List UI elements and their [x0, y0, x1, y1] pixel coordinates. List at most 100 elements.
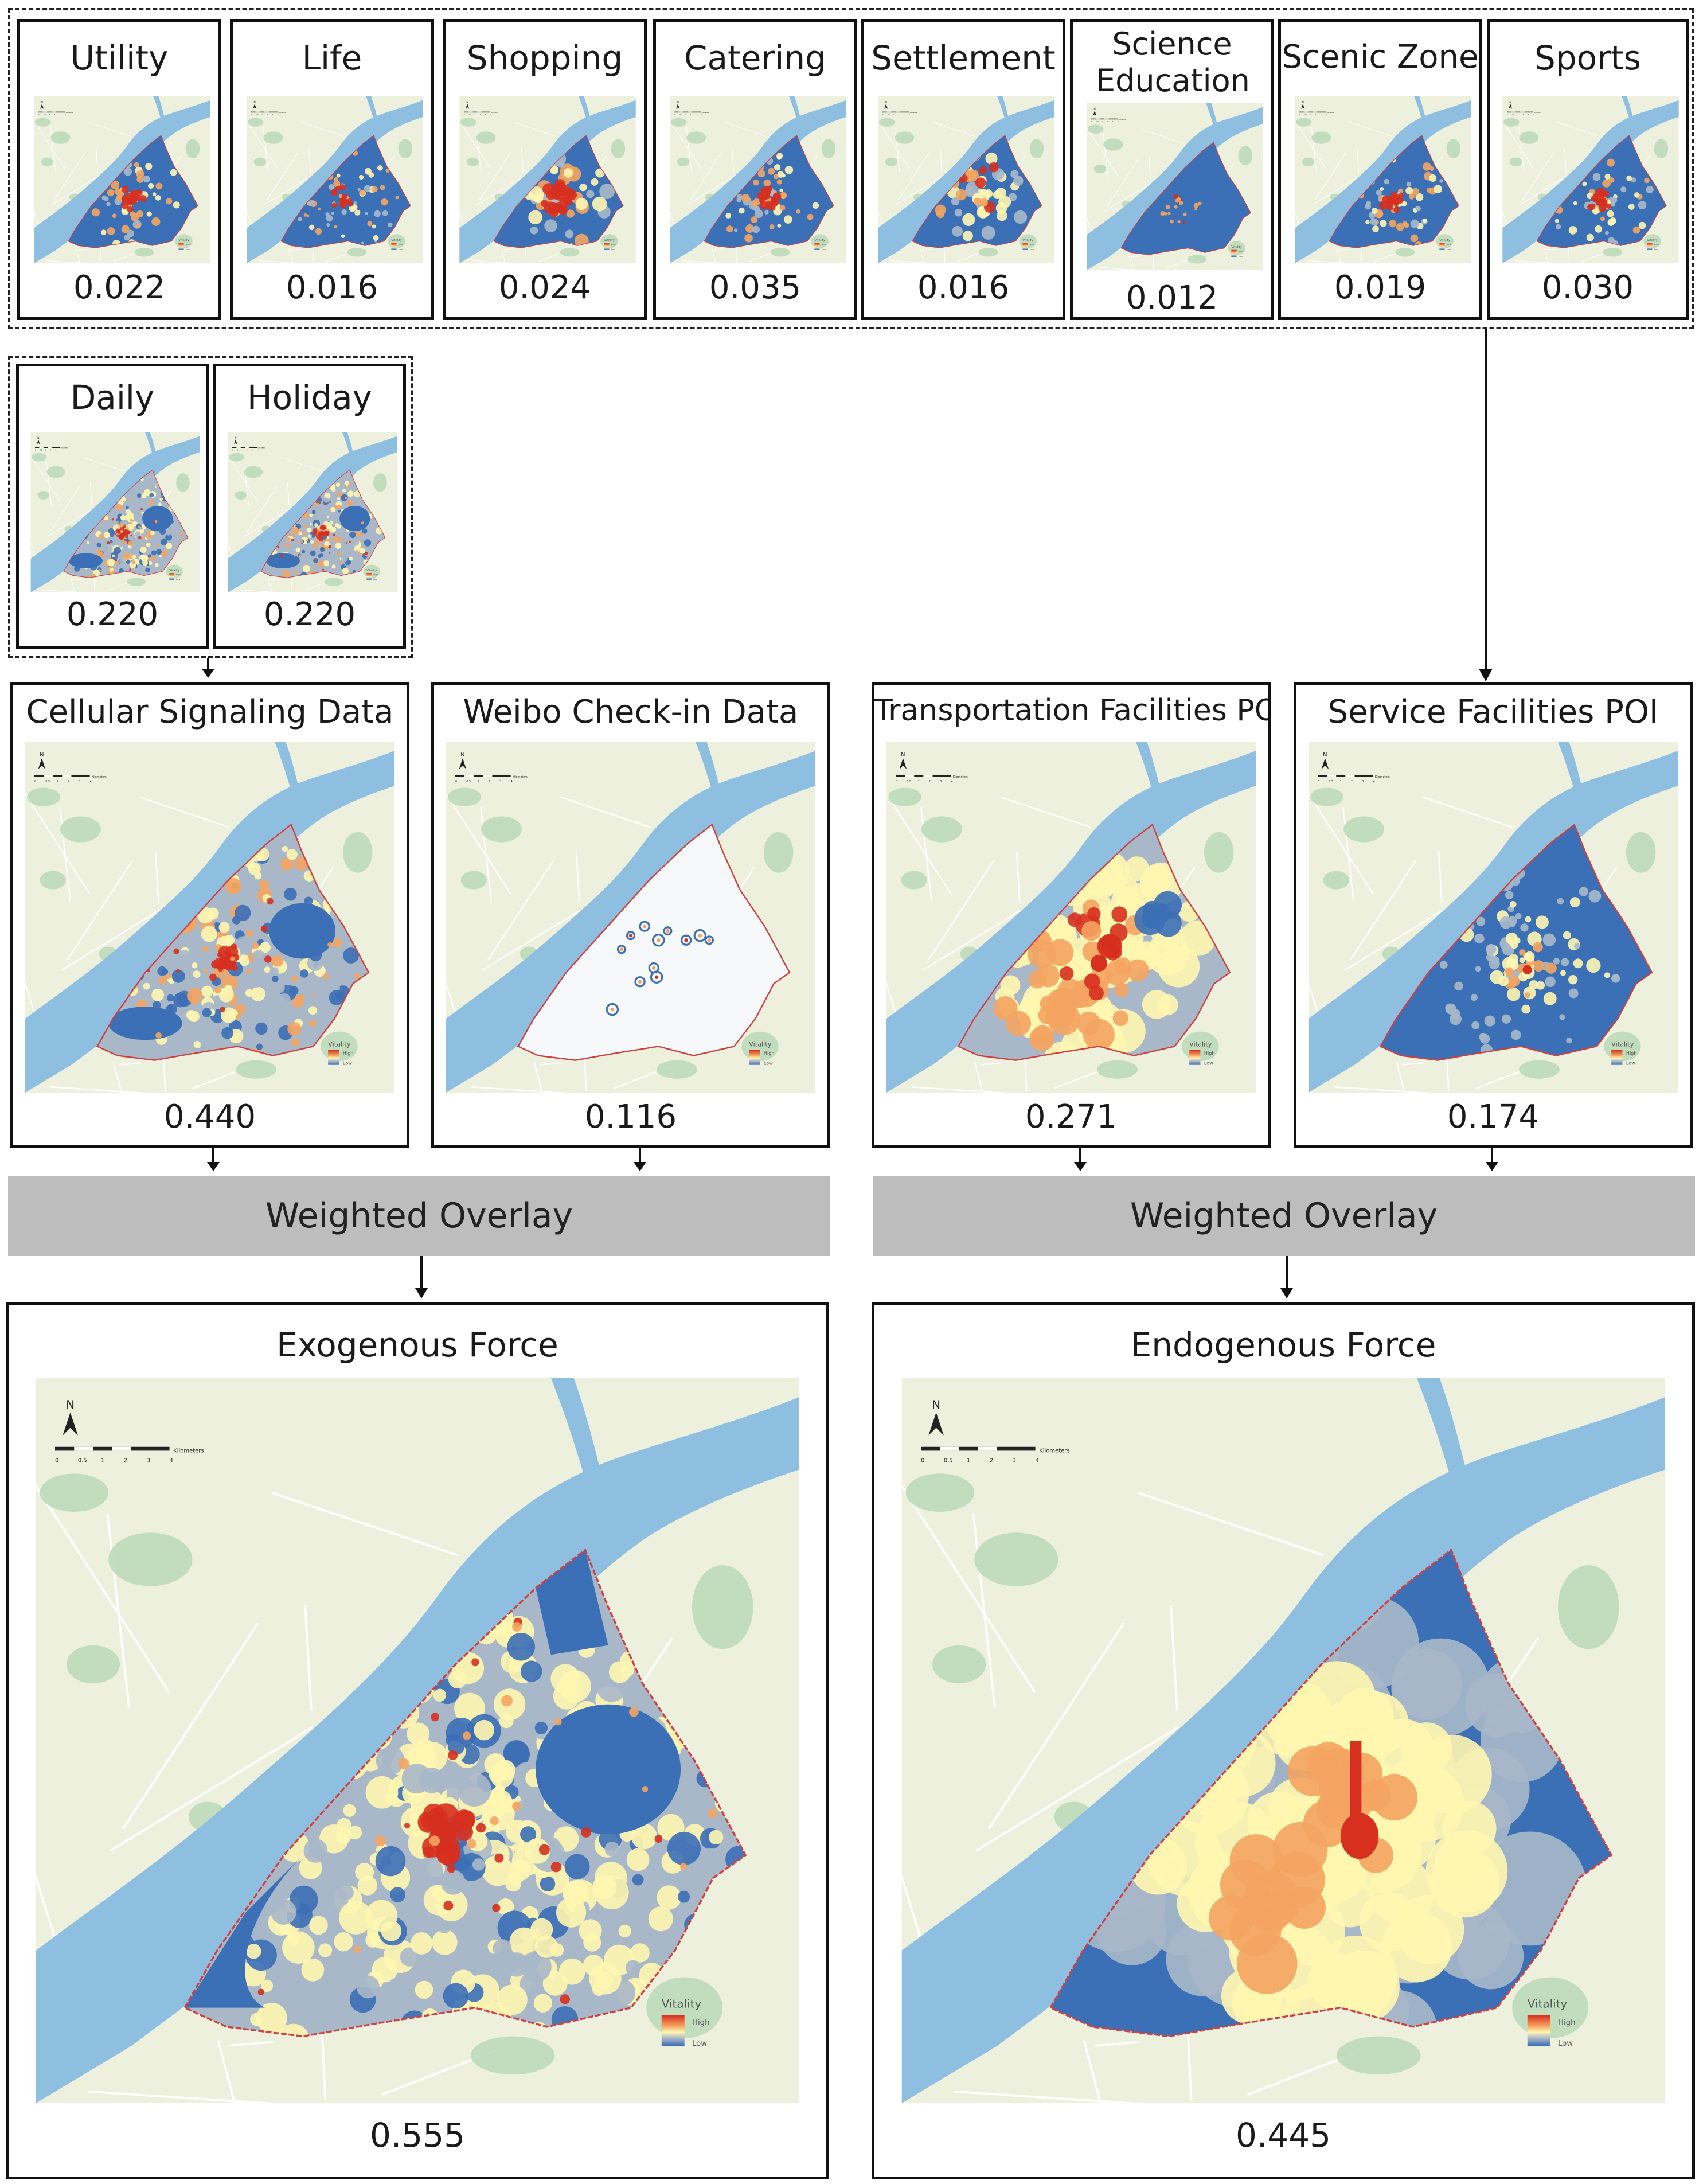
force-panel-endogenous[interactable]: Endogenous Force N 0 0.5 1 2 3 4 Kilometers Vita…: [872, 1302, 1695, 2179]
heat-blob: [267, 837, 283, 854]
park-area: [50, 131, 71, 144]
road-line: [1343, 910, 1443, 972]
heat-blob: [1475, 966, 1481, 972]
legend-title: Vitality: [1231, 246, 1243, 249]
source-panel-weibo[interactable]: Weibo Check-in Data N 0 0.5 1 2 3 4 Kilometers V…: [431, 682, 830, 1148]
heat-blob: [326, 516, 330, 518]
heat-blob: [322, 533, 325, 536]
heat-blob: [126, 560, 130, 564]
scale-tick-label: 0.5: [1329, 780, 1333, 783]
poi-panel-science-education[interactable]: Science Education N 0 0.5 1 2 3 4 Kilometers Vit…: [1070, 20, 1274, 320]
legend-color-ramp: [178, 243, 184, 250]
heat-blob: [193, 970, 201, 978]
road-line: [1349, 122, 1393, 137]
heat-blob: [1510, 941, 1518, 949]
heat-blob: [739, 207, 745, 214]
heat-blob: [140, 555, 149, 562]
river-branch: [1557, 742, 1591, 829]
heat-blob: [1371, 1774, 1417, 1820]
district-boundary: [1329, 135, 1459, 248]
scale-tick-label: 2: [990, 1457, 993, 1464]
poi-panel-life[interactable]: Life N 0 0.5 1 2 3 4 Kilometers Vitality High Low …: [230, 20, 434, 320]
legend-color-ramp: [1022, 243, 1028, 250]
heat-blob: [528, 210, 542, 225]
heat-blob: [1396, 223, 1404, 231]
heat-blob: [310, 550, 316, 556]
road-line: [46, 260, 92, 263]
checkin-marker: [652, 933, 665, 947]
heat-blob: [176, 969, 180, 973]
scale-bar-segment: [1095, 118, 1100, 120]
park-area: [974, 1532, 1058, 1586]
scale-bar-segment: [52, 111, 56, 113]
heat-blob: [319, 553, 323, 557]
legend-color-ramp: [661, 2015, 685, 2046]
period-panel-daily[interactable]: Daily N 0 0.5 1 2 3 4 Kilometers Vitality High Low…: [16, 364, 209, 649]
heat-blob: [1170, 219, 1174, 224]
low-area: [536, 1550, 608, 1655]
river-branch: [342, 432, 358, 472]
source-panel-cellular[interactable]: Cellular Signaling Data N 0 0.5 1 2 3 4 Kilomet…: [10, 682, 409, 1148]
period-panel-holiday[interactable]: Holiday N 0 0.5 1 2 3 4 Kilometers Vitality High L…: [213, 364, 406, 649]
scale-tick-label: 2: [1315, 114, 1317, 116]
park-area: [347, 248, 367, 257]
scale-tick-label: 0.5: [907, 780, 911, 783]
heat-blob: [1146, 933, 1189, 976]
cellular-to-overlay-connector: [212, 1148, 214, 1165]
scale-tick-label: 4: [170, 1457, 173, 1464]
heat-blob: [280, 553, 284, 557]
heat-blob: [149, 493, 154, 498]
hotspot-spine: [1350, 1741, 1362, 1818]
force-panel-exogenous[interactable]: Exogenous Force N 0 0.5 1 2 3 4 Kilometers Vital…: [6, 1302, 829, 2179]
scale-tick-label: 0: [674, 114, 675, 116]
district-fill: [261, 470, 385, 578]
scale-tick-label: 3: [1321, 114, 1322, 116]
source-panel-service[interactable]: Service Facilities POI N 0 0.5 1 2 3 4 Kilomete…: [1294, 682, 1693, 1148]
scale-tick-label: 2: [489, 780, 490, 783]
heat-blob: [98, 569, 101, 572]
north-arrow-icon: [38, 758, 46, 770]
scale-tick-label: 2: [899, 114, 900, 116]
heat-blob: [231, 943, 237, 950]
checkin-center: [628, 933, 633, 938]
heat-blob: [116, 194, 124, 201]
poi-panel-shopping[interactable]: Shopping N 0 0.5 1 2 3 4 Kilometers Vitality High…: [443, 20, 647, 320]
heat-blob: [165, 973, 171, 980]
road-line: [1337, 248, 1342, 263]
scale-tick-label: 3: [485, 114, 486, 116]
poi-panel-scenic-zone[interactable]: Scenic Zone N 0 0.5 1 2 3 4 Kilometers Vitality H…: [1278, 20, 1482, 320]
heat-blob: [308, 1006, 317, 1015]
heat-blob: [556, 1897, 587, 1928]
heat-blob: [341, 234, 345, 238]
legend-title: Vitality: [328, 1040, 351, 1048]
heat-blob: [356, 549, 358, 553]
road-line: [471, 260, 518, 263]
park-area: [1238, 146, 1253, 166]
poi-panel-sports[interactable]: Sports N 0 0.5 1 2 3 4 Kilometers Vitality High Lo…: [1487, 20, 1689, 320]
heat-blob: [337, 504, 342, 509]
heat-blob: [1439, 961, 1448, 969]
heat-blob: [375, 1846, 406, 1877]
poi-panel-catering[interactable]: Catering N 0 0.5 1 2 3 4 Kilometers Vitality High…: [653, 20, 857, 320]
heat-blob: [1566, 1037, 1572, 1044]
poi-panel-utility[interactable]: Utility N 0 0.5 1 2 3 4 Kilometers Vitality High L…: [17, 20, 221, 320]
heat-blob: [1365, 220, 1370, 225]
park-area: [244, 466, 263, 478]
vitality-legend: Vitality High Low: [169, 569, 181, 580]
heat-blob: [346, 541, 353, 548]
heat-blob: [1088, 985, 1104, 1001]
road-line: [1099, 267, 1145, 270]
heat-blob: [249, 975, 263, 988]
hotspot: [1090, 955, 1107, 972]
heat-blob: [171, 969, 185, 983]
road-line: [1103, 134, 1109, 179]
heat-blob: [989, 162, 999, 173]
scale-tick-label: 1: [45, 449, 46, 451]
source-panel-transport[interactable]: Transportation Facilities POI N 0 0.5 1 2 3 4 K…: [872, 682, 1271, 1148]
heat-blob: [1582, 181, 1587, 186]
heat-blob: [114, 560, 119, 565]
heat-blob: [1439, 179, 1443, 183]
district-boundary: [260, 469, 386, 578]
poi-panel-settlement[interactable]: Settlement N 0 0.5 1 2 3 4 Kilometers Vitality Hi…: [861, 20, 1065, 320]
